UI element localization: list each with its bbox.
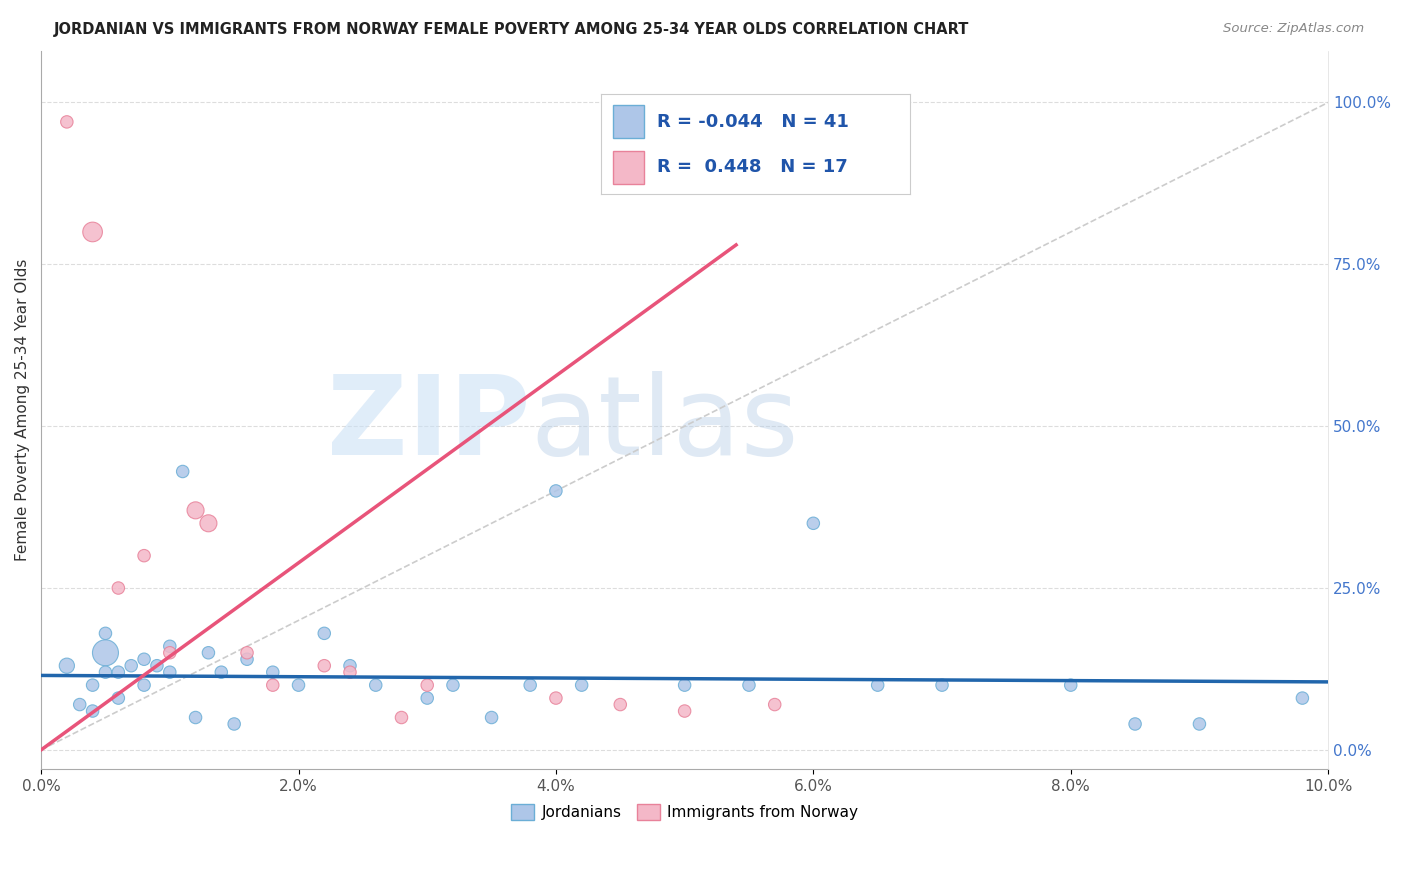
Point [673,678,696,692]
Point [132,678,155,692]
Point [56,658,79,673]
Point [801,516,824,531]
Point [56,115,79,129]
Point [172,465,194,479]
Point [184,710,207,724]
Text: Source: ZipAtlas.com: Source: ZipAtlas.com [1223,22,1364,36]
Point [82,225,104,239]
Point [159,665,181,680]
Point [159,646,181,660]
Point [481,710,503,724]
Text: JORDANIAN VS IMMIGRANTS FROM NORWAY FEMALE POVERTY AMONG 25-34 YEAR OLDS CORRELA: JORDANIAN VS IMMIGRANTS FROM NORWAY FEMA… [53,22,969,37]
Point [224,717,246,731]
Point [339,665,361,680]
Point [673,704,696,718]
Point [314,658,336,673]
Point [364,678,387,692]
Point [738,678,761,692]
Point [609,698,631,712]
Point [441,678,464,692]
Point [132,652,155,666]
Point [287,678,309,692]
Point [1060,678,1083,692]
Point [1188,717,1211,731]
Point [184,503,207,517]
Point [314,626,336,640]
Point [94,646,117,660]
Point [866,678,889,692]
Point [416,678,439,692]
Point [120,658,142,673]
Point [94,626,117,640]
Point [931,678,953,692]
Point [197,646,219,660]
Point [146,658,169,673]
Point [107,691,129,706]
Point [519,678,541,692]
Point [107,581,129,595]
Point [544,691,567,706]
Text: atlas: atlas [530,371,799,478]
Point [571,678,593,692]
Point [339,658,361,673]
Text: ZIP: ZIP [326,371,530,478]
Point [763,698,786,712]
Point [391,710,413,724]
Point [197,516,219,531]
Point [209,665,232,680]
Point [69,698,91,712]
Point [236,646,259,660]
Point [1291,691,1313,706]
Point [416,691,439,706]
Legend: Jordanians, Immigrants from Norway: Jordanians, Immigrants from Norway [505,798,865,826]
Point [107,665,129,680]
Point [236,652,259,666]
Point [262,678,284,692]
Point [94,665,117,680]
Point [159,640,181,654]
Y-axis label: Female Poverty Among 25-34 Year Olds: Female Poverty Among 25-34 Year Olds [15,259,30,561]
Point [1123,717,1146,731]
Point [82,678,104,692]
Point [544,483,567,498]
Point [132,549,155,563]
Point [262,665,284,680]
Point [82,704,104,718]
